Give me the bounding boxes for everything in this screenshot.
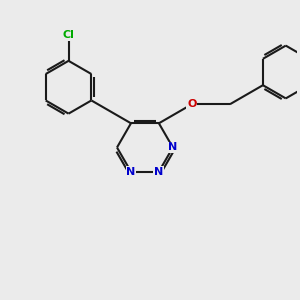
Text: Cl: Cl	[63, 31, 74, 40]
Text: N: N	[154, 167, 164, 177]
Text: O: O	[187, 99, 196, 109]
Text: N: N	[168, 142, 178, 152]
Text: N: N	[126, 167, 136, 177]
